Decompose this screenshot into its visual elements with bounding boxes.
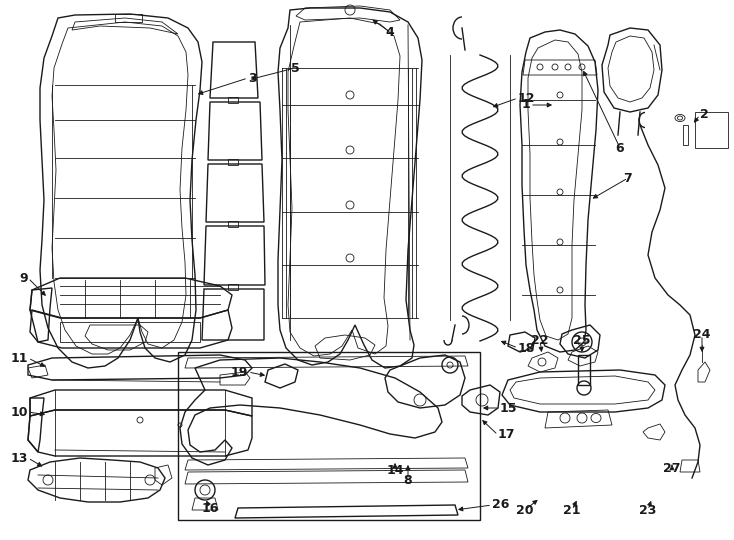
Text: 12: 12 <box>518 91 536 105</box>
Text: 11: 11 <box>10 352 28 365</box>
Text: 19: 19 <box>230 366 248 379</box>
Text: 18: 18 <box>518 341 535 354</box>
Text: 17: 17 <box>498 429 515 442</box>
Text: 23: 23 <box>639 503 657 516</box>
Text: 21: 21 <box>563 503 581 516</box>
Text: 6: 6 <box>616 141 625 154</box>
Text: 2: 2 <box>700 109 709 122</box>
Text: 20: 20 <box>516 503 534 516</box>
Text: 1: 1 <box>521 98 530 111</box>
Text: 15: 15 <box>500 402 517 415</box>
Text: 27: 27 <box>664 462 680 475</box>
Text: 24: 24 <box>693 328 711 341</box>
Text: 22: 22 <box>531 334 549 347</box>
Text: 14: 14 <box>386 463 404 476</box>
Text: 4: 4 <box>385 25 394 38</box>
Text: 16: 16 <box>201 502 219 515</box>
Text: 9: 9 <box>19 272 28 285</box>
Text: 26: 26 <box>492 498 509 511</box>
Text: 25: 25 <box>573 334 591 347</box>
Text: 13: 13 <box>10 451 28 464</box>
Text: 3: 3 <box>248 71 257 84</box>
Text: 10: 10 <box>10 406 28 419</box>
Text: 5: 5 <box>291 62 299 75</box>
Text: 7: 7 <box>624 172 633 185</box>
Text: 8: 8 <box>404 474 413 487</box>
